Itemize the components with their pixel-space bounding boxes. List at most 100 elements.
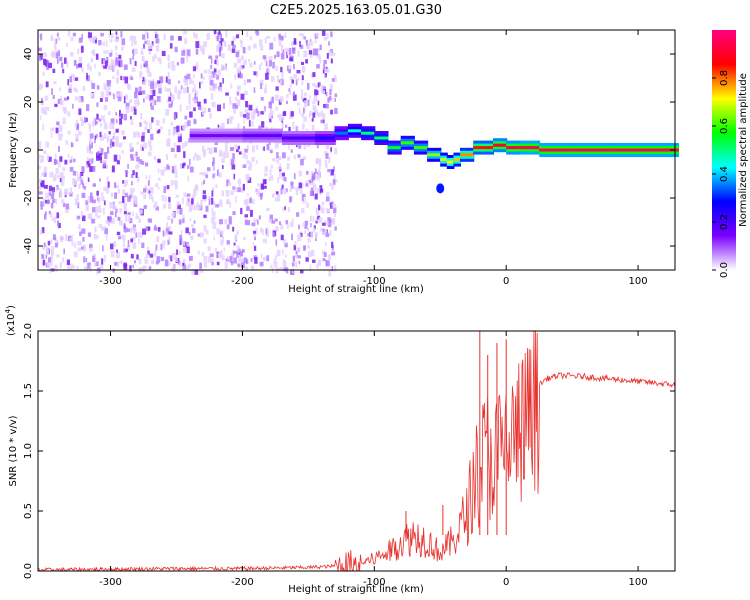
- noise-cell: [108, 131, 111, 135]
- noise-cell: [323, 64, 326, 70]
- noise-cell: [46, 263, 50, 267]
- noise-cell: [183, 87, 187, 94]
- noise-cell: [315, 219, 318, 224]
- noise-cell: [139, 209, 143, 215]
- noise-cell: [194, 184, 199, 191]
- noise-cell: [55, 168, 59, 175]
- noise-cell: [167, 54, 170, 62]
- noise-cell: [237, 58, 240, 62]
- noise-cell: [309, 215, 312, 222]
- noise-cell: [87, 177, 90, 182]
- noise-cell: [48, 261, 53, 267]
- noise-cell: [43, 184, 48, 189]
- noise-cell: [246, 31, 249, 37]
- noise-cell: [215, 184, 218, 189]
- noise-cell: [326, 221, 329, 226]
- noise-cell: [195, 120, 198, 124]
- noise-cell: [115, 57, 118, 64]
- noise-cell: [207, 108, 211, 113]
- noise-cell: [91, 121, 95, 127]
- noise-cell: [188, 231, 191, 236]
- noise-cell: [248, 165, 252, 171]
- noise-cell: [317, 82, 320, 88]
- noise-cell: [177, 204, 181, 209]
- noise-cell: [100, 148, 104, 155]
- noise-cell: [264, 238, 267, 244]
- noise-region: [38, 30, 338, 277]
- noise-cell: [217, 69, 221, 76]
- noise-cell: [333, 174, 336, 180]
- noise-cell: [139, 122, 142, 127]
- noise-cell: [186, 105, 189, 110]
- snr-series: [37, 330, 676, 573]
- noise-cell: [184, 141, 188, 147]
- noise-cell: [110, 243, 114, 250]
- noise-cell: [192, 87, 194, 93]
- noise-cell: [244, 214, 248, 218]
- noise-cell: [325, 259, 328, 266]
- noise-cell: [145, 96, 150, 100]
- noise-cell: [174, 128, 177, 135]
- noise-cell: [315, 175, 318, 179]
- noise-cell: [105, 97, 109, 102]
- noise-cell: [189, 102, 191, 110]
- noise-cell: [333, 74, 337, 81]
- noise-cell: [176, 249, 179, 255]
- noise-cell: [112, 136, 115, 140]
- colorbar-gradient: [712, 30, 736, 270]
- noise-cell: [140, 64, 143, 70]
- noise-cell: [96, 190, 99, 196]
- noise-cell: [103, 65, 108, 69]
- track-core: [282, 136, 316, 140]
- noise-cell: [115, 52, 118, 57]
- noise-cell: [297, 234, 302, 242]
- noise-cell: [190, 235, 194, 240]
- noise-cell: [269, 149, 273, 154]
- noise-cell: [124, 94, 128, 100]
- noise-cell: [109, 141, 112, 149]
- noise-cell: [115, 77, 119, 84]
- noise-cell: [263, 185, 267, 189]
- noise-cell: [334, 108, 338, 114]
- noise-cell: [216, 169, 219, 177]
- noise-cell: [222, 165, 224, 169]
- noise-cell: [135, 212, 138, 218]
- noise-cell: [175, 194, 179, 198]
- noise-cell: [319, 44, 322, 50]
- noise-cell: [275, 94, 279, 101]
- noise-cell: [88, 245, 93, 252]
- noise-cell: [182, 264, 186, 270]
- noise-cell: [181, 241, 186, 246]
- noise-cell: [138, 237, 140, 244]
- noise-cell: [94, 35, 97, 40]
- noise-cell: [175, 171, 178, 178]
- noise-cell: [325, 164, 328, 168]
- noise-cell: [215, 55, 219, 59]
- noise-cell: [38, 47, 42, 52]
- noise-cell: [177, 260, 181, 265]
- noise-cell: [115, 47, 117, 51]
- noise-cell: [314, 84, 318, 88]
- noise-cell: [89, 213, 93, 220]
- noise-cell: [137, 132, 140, 138]
- noise-cell: [155, 261, 159, 265]
- noise-cell: [307, 251, 312, 257]
- noise-cell: [102, 207, 105, 215]
- noise-cell: [302, 66, 305, 72]
- noise-cell: [329, 84, 333, 91]
- noise-cell: [48, 257, 51, 263]
- noise-cell: [251, 120, 254, 127]
- noise-cell: [162, 244, 165, 250]
- noise-cell: [232, 250, 235, 256]
- noise-cell: [119, 110, 121, 117]
- noise-cell: [324, 242, 327, 246]
- noise-cell: [288, 143, 290, 150]
- noise-cell: [155, 45, 160, 52]
- noise-cell: [221, 236, 224, 243]
- noise-cell: [262, 229, 264, 236]
- noise-cell: [227, 118, 229, 124]
- noise-cell: [80, 179, 84, 185]
- noise-cell: [279, 96, 284, 103]
- noise-cell: [107, 181, 110, 188]
- noise-cell: [205, 205, 209, 212]
